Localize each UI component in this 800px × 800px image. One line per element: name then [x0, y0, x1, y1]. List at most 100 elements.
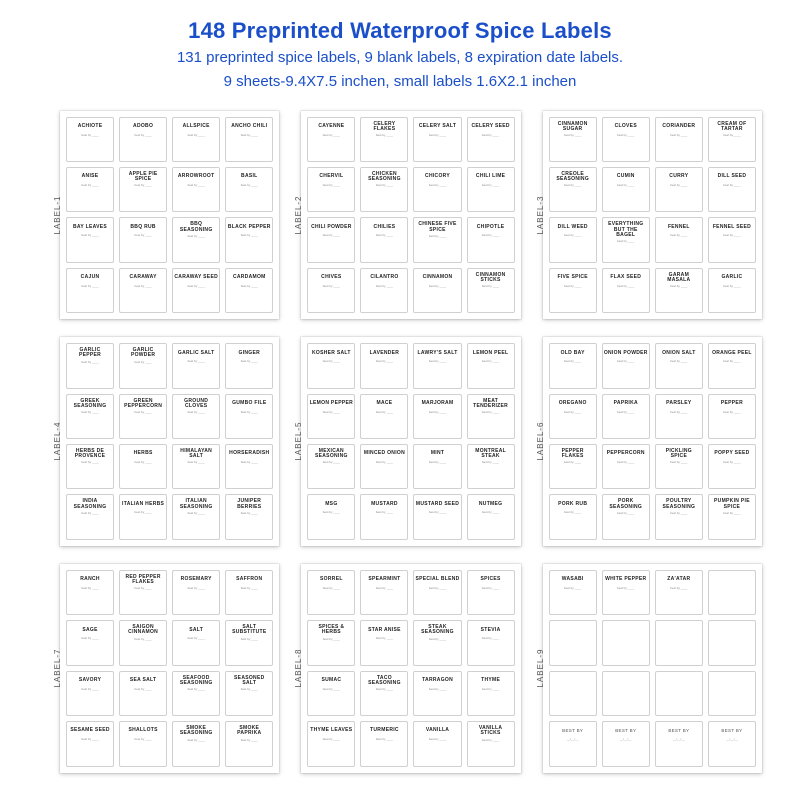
spice-subtext: best by ____	[81, 361, 98, 364]
spice-name: BEST BY	[668, 726, 689, 736]
sheet-wrap-4: LABEL-4GARLIC PEPPERbest by ____GARLIC P…	[60, 337, 279, 546]
spice-subtext: best by ____	[617, 134, 634, 137]
spice-name: CREOLE SEASONING	[551, 172, 595, 183]
spice-label-cell: ONION POWDERbest by ____	[602, 343, 650, 388]
spice-subtext: best by ____	[564, 461, 581, 464]
spice-name: PEPPER	[721, 399, 743, 409]
spice-subtext: best by ____	[429, 235, 446, 238]
spice-subtext: best by ____	[323, 461, 340, 464]
spice-subtext: best by ____	[617, 184, 634, 187]
spice-name: GARLIC POWDER	[121, 348, 165, 359]
spice-subtext: best by ____	[135, 738, 152, 741]
spice-label-cell: WASABIbest by ____	[549, 570, 597, 615]
spice-name: MEAT TENDERIZER	[469, 399, 513, 410]
spice-label-cell: BEST BY__/__/__	[602, 721, 650, 766]
spice-name: APPLE PIE SPICE	[121, 172, 165, 183]
sheet-tag: LABEL-8	[294, 649, 303, 688]
spice-label-cell: BBQ RUBbest by ____	[119, 217, 167, 262]
spice-name: VANILLA	[426, 726, 449, 736]
spice-label-cell: DILL WEEDbest by ____	[549, 217, 597, 262]
spice-subtext: best by ____	[323, 411, 340, 414]
spice-label-cell: CINNAMON SUGARbest by ____	[549, 117, 597, 162]
sheet-wrap-9: LABEL-9WASABIbest by ____WHITE PEPPERbes…	[543, 564, 762, 773]
spice-name: SUMAC	[321, 676, 341, 686]
label-sheet: WASABIbest by ____WHITE PEPPERbest by __…	[543, 564, 762, 773]
spice-name: BEST BY	[562, 726, 583, 736]
spice-name: CHINESE FIVE SPICE	[415, 222, 459, 233]
spice-name: CELERY SALT	[419, 122, 456, 132]
spice-subtext: best by ____	[323, 360, 340, 363]
spice-label-cell: SHALLOTSbest by ____	[119, 721, 167, 766]
spice-subtext: best by ____	[482, 461, 499, 464]
spice-subtext: best by ____	[323, 134, 340, 137]
label-sheet: SORRELbest by ____SPEARMINTbest by ____S…	[301, 564, 520, 773]
spice-subtext: best by ____	[723, 411, 740, 414]
spice-label-cell: PEPPER best by ____	[708, 394, 756, 439]
spice-label-cell: PORK RUBbest by ____	[549, 494, 597, 539]
spice-subtext: best by ____	[376, 637, 393, 640]
spice-name: MONTREAL STEAK	[469, 449, 513, 460]
spice-label-cell: ALLSPICEbest by ____	[172, 117, 220, 162]
spice-name: ADOBO	[133, 122, 153, 132]
spice-name: SAVORY	[79, 676, 101, 686]
spice-subtext: best by ____	[429, 285, 446, 288]
spice-label-cell: CHIPOTLEbest by ____	[467, 217, 515, 262]
spice-name: CHILIES	[374, 222, 396, 232]
spice-name: THYME	[481, 676, 500, 686]
spice-subtext: best by ____	[429, 134, 446, 137]
spice-label-cell: MUSTARD SEEDbest by ____	[413, 494, 461, 539]
spice-subtext: best by ____	[429, 587, 446, 590]
spice-label-cell: OREGANObest by ____	[549, 394, 597, 439]
spice-name: BLACK PEPPER	[228, 222, 271, 232]
spice-name: MINT	[431, 449, 444, 459]
spice-label-cell: FLAX SEEDbest by ____	[602, 268, 650, 313]
spice-subtext: best by ____	[188, 637, 205, 640]
spice-label-cell	[549, 620, 597, 665]
spice-label-cell: ANISEbest by ____	[66, 167, 114, 212]
spice-name: RANCH	[80, 575, 100, 585]
sheet-wrap-8: LABEL-8SORRELbest by ____SPEARMINTbest b…	[301, 564, 520, 773]
spice-label-cell: PICKLING SPICEbest by ____	[655, 444, 703, 489]
spice-name: NUTMEG	[479, 499, 502, 509]
spice-name: MSG	[325, 499, 337, 509]
spice-label-cell: GARAM MASALAbest by ____	[655, 268, 703, 313]
spice-subtext: best by ____	[323, 688, 340, 691]
spice-subtext: best by ____	[81, 411, 98, 414]
spice-label-cell: STEAK SEASONINGbest by ____	[413, 620, 461, 665]
spice-label-cell: THYME LEAVESbest by ____	[307, 721, 355, 766]
spice-label-cell: MINCED ONIONbest by ____	[360, 444, 408, 489]
spice-subtext: best by ____	[670, 285, 687, 288]
spice-name: WASABI	[562, 575, 584, 585]
spice-subtext: best by ____	[482, 511, 499, 514]
spice-subtext: best by ____	[376, 738, 393, 741]
spice-name: CLOVES	[615, 122, 637, 132]
spice-name: ANISE	[82, 172, 99, 182]
spice-name: ZA'ATAR	[667, 575, 690, 585]
spice-label-cell: SMOKE SEASONINGbest by ____	[172, 721, 220, 766]
spice-subtext: best by ____	[723, 134, 740, 137]
spice-subtext: best by ____	[135, 285, 152, 288]
spice-name: OLD BAY	[561, 348, 585, 358]
spice-name: DILL SEED	[718, 172, 747, 182]
spice-name: SMOKE PAPRIKA	[227, 726, 271, 737]
spice-name: FIVE SPICE	[557, 273, 588, 283]
spice-subtext: best by ____	[376, 285, 393, 288]
spice-label-cell: CINNAMONbest by ____	[413, 268, 461, 313]
spice-label-cell: LEMON PEPPERbest by ____	[307, 394, 355, 439]
spice-label-cell: GARLIC POWDERbest by ____	[119, 343, 167, 388]
spice-label-cell: MEXICAN SEASONINGbest by ____	[307, 444, 355, 489]
spice-label-cell: SAFFRONbest by ____	[225, 570, 273, 615]
spice-subtext: best by ____	[723, 184, 740, 187]
spice-name: CINNAMON STICKS	[469, 273, 513, 284]
spice-name: GINGER	[239, 348, 261, 358]
spice-name: PICKLING SPICE	[657, 449, 701, 460]
spice-name: HERBS	[134, 449, 153, 459]
spice-subtext: best by ____	[376, 587, 393, 590]
spice-subtext: best by ____	[188, 512, 205, 515]
spice-name: LAWRY'S SALT	[417, 348, 457, 358]
spice-label-cell: MINTbest by ____	[413, 444, 461, 489]
spice-label-cell: CAYENNEbest by ____	[307, 117, 355, 162]
spice-subtext: best by ____	[670, 461, 687, 464]
spice-name: CARAWAY SEED	[174, 273, 218, 283]
spice-label-cell: ITALIAN SEASONINGbest by ____	[172, 494, 220, 539]
